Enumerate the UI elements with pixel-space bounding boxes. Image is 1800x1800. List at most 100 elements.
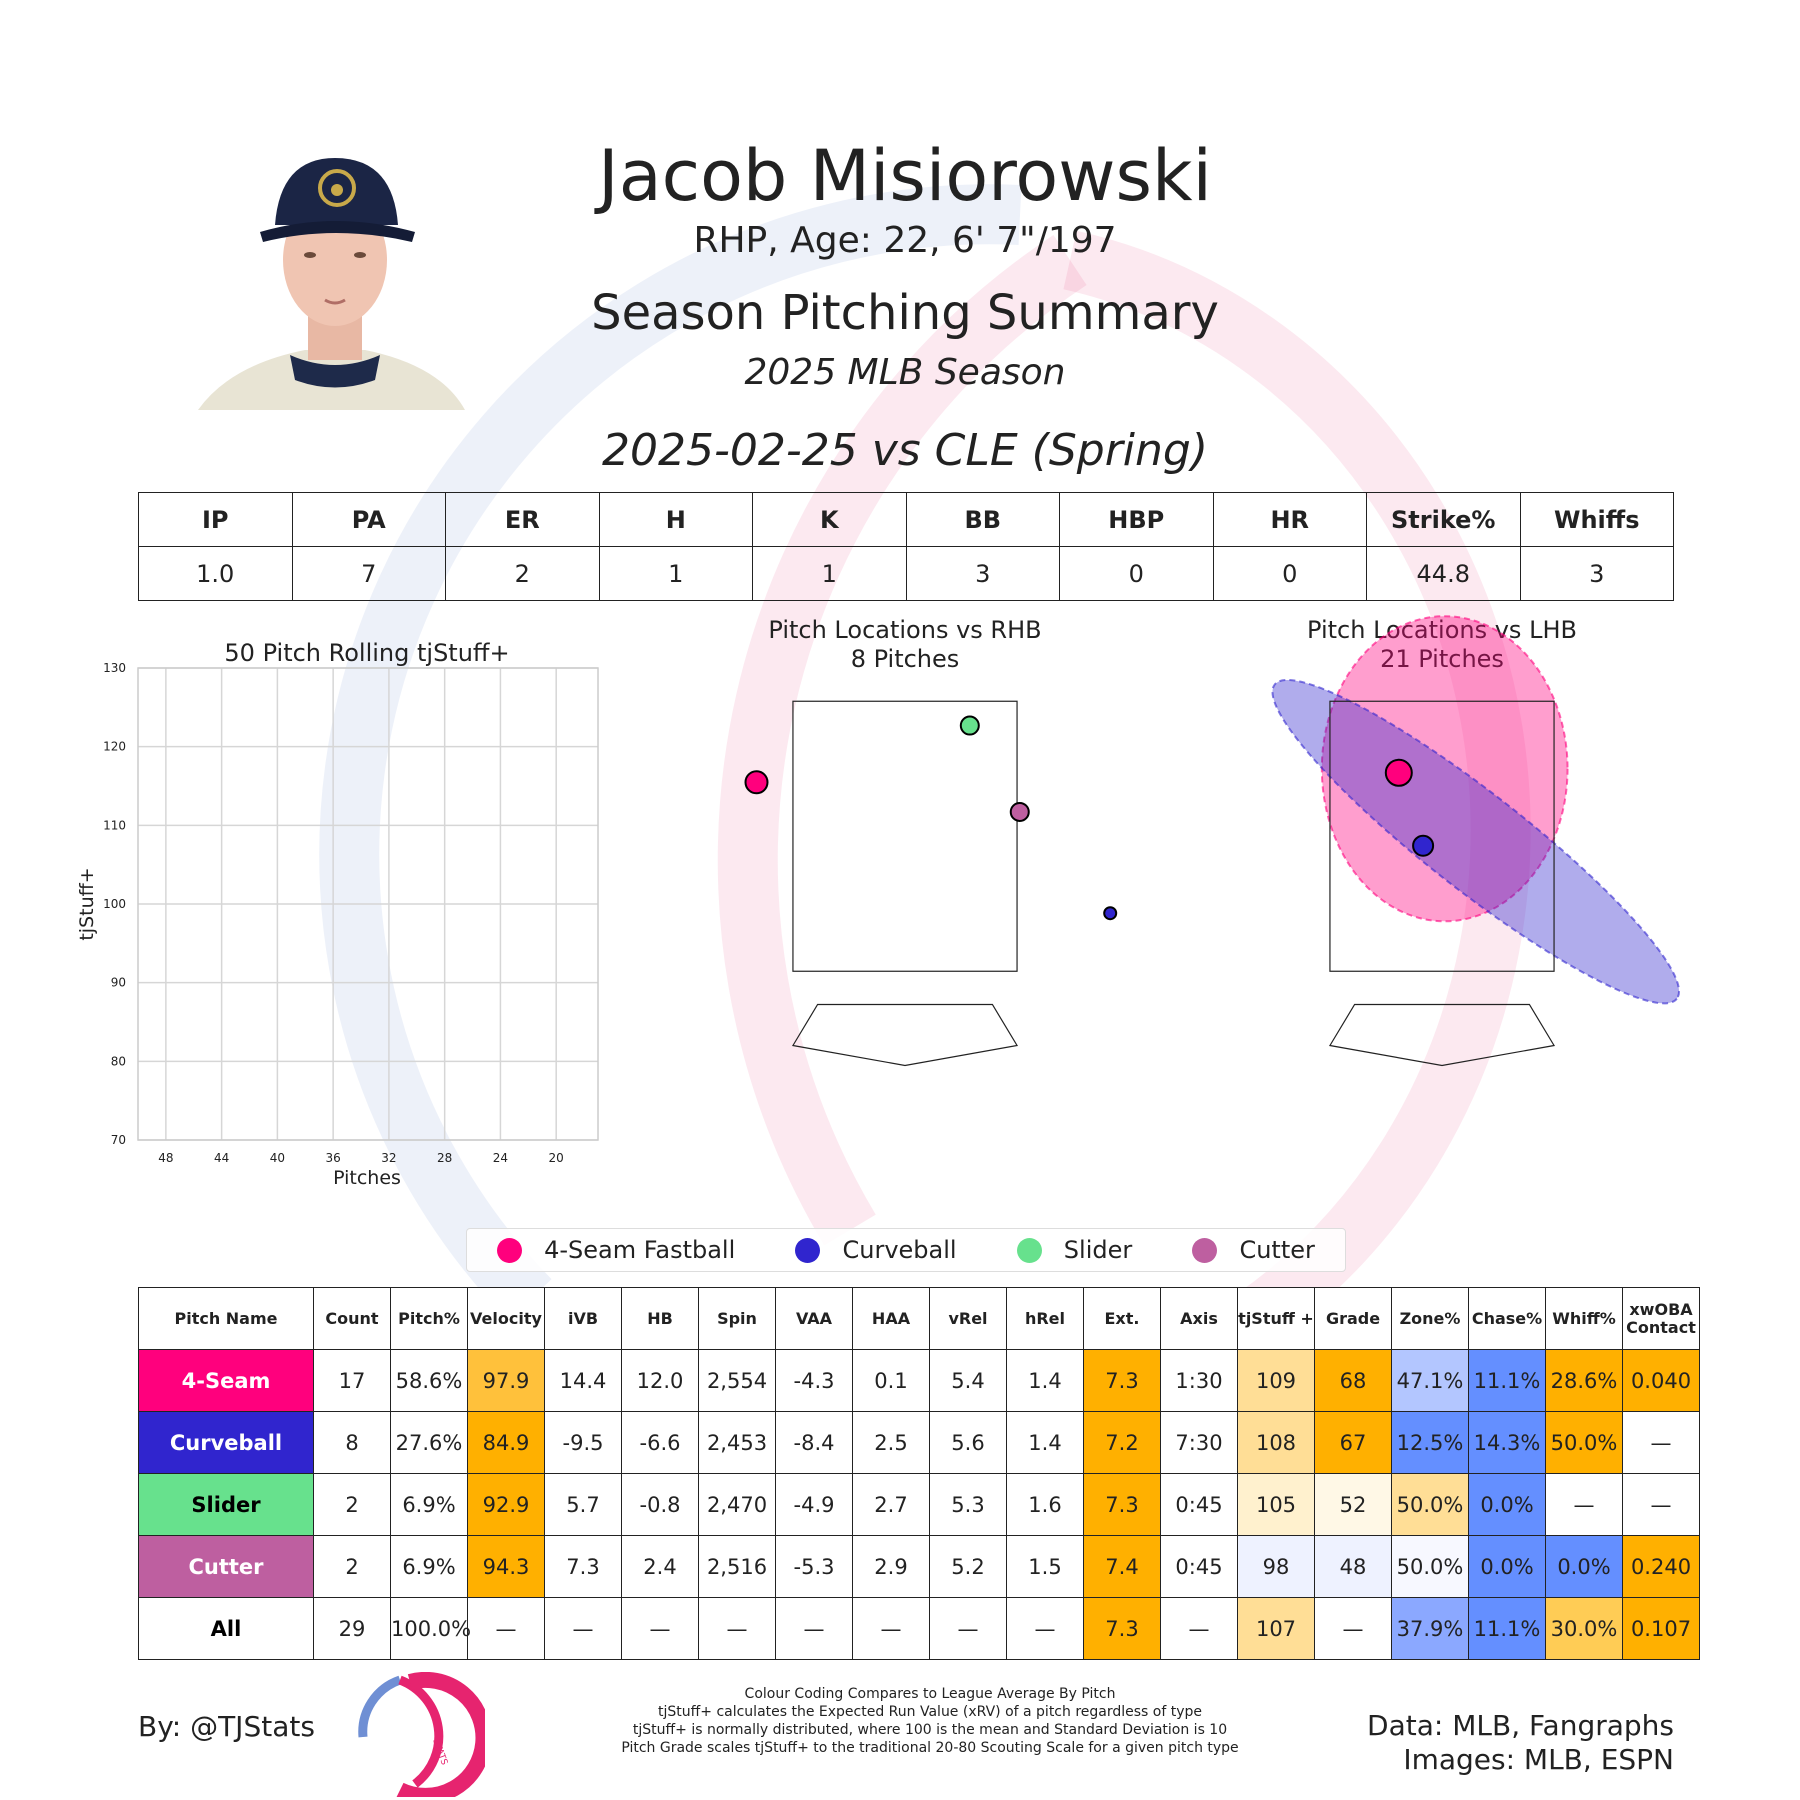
pitch-metric-cell: 7.3 bbox=[544, 1535, 622, 1598]
rolling-chart-y-tick: 120 bbox=[103, 740, 126, 754]
pitch-table-header-cell: hRel bbox=[1006, 1287, 1084, 1350]
pitch-metric-cell: 50.0% bbox=[1545, 1411, 1623, 1474]
cap-logo-icon bbox=[318, 169, 356, 207]
player-name: Jacob Misiorowski bbox=[598, 135, 1212, 217]
legend-label: Cutter bbox=[1239, 1236, 1315, 1264]
pitch-metric-cell: 7.2 bbox=[1083, 1411, 1161, 1474]
rolling-chart-y-ticks: 130 120 110 100 90 80 70 bbox=[103, 661, 126, 1147]
pitch-metric-cell: 0.040 bbox=[1622, 1349, 1700, 1412]
box-score-value-cell: 44.8 bbox=[1366, 546, 1521, 601]
pitch-metric-cell: 92.9 bbox=[467, 1473, 545, 1536]
legend-item: 4-Seam Fastball bbox=[497, 1236, 735, 1264]
pitch-table-header-line: xwOBA bbox=[1629, 1299, 1693, 1319]
pitch-metric-cell: 98 bbox=[1237, 1535, 1315, 1598]
rolling-chart-x-tick: 20 bbox=[549, 1151, 564, 1165]
pitch-name-cell: 4-Seam bbox=[138, 1349, 314, 1412]
pitch-location-point bbox=[1384, 758, 1413, 787]
pitch-table-header-cell: xwOBA Contact bbox=[1622, 1287, 1700, 1350]
player-bio: RHP, Age: 22, 6' 7"/197 bbox=[693, 220, 1117, 261]
pitch-density-ellipse bbox=[1271, 678, 1681, 1005]
rolling-chart-x-ticks: 48 44 40 36 32 28 24 20 bbox=[158, 1151, 564, 1165]
pitch-metric-cell: 2,516 bbox=[698, 1535, 776, 1598]
pitch-table-row: 4-Seam 17 58.6% 97.9 14.4 12.0 2,554 -4.3 0.1 5.4… bbox=[138, 1349, 1700, 1412]
pitch-table-header-cell: Velocity bbox=[467, 1287, 545, 1350]
strike-zone bbox=[792, 700, 1018, 972]
pitch-metric-cell: 14.3% bbox=[1468, 1411, 1546, 1474]
player-headshot bbox=[198, 158, 465, 410]
pitch-metric-cell: 105 bbox=[1237, 1473, 1315, 1536]
pitch-metric-cell: 2 bbox=[313, 1535, 391, 1598]
pitch-metric-cell: — bbox=[1006, 1597, 1084, 1660]
pitch-table-header-cell: vRel bbox=[929, 1287, 1007, 1350]
pitch-table-row: All 29 100.0% — — — — — — — —7.3—107—37.9% 11.1% 30.… bbox=[138, 1597, 1700, 1660]
credit-images: Images: MLB, ESPN bbox=[1403, 1743, 1674, 1776]
pitch-metric-cell: 37.9% bbox=[1391, 1597, 1469, 1660]
box-score-header-cell: H bbox=[598, 492, 753, 547]
rolling-tjstuff-chart: 50 Pitch Rolling tjStuff+ 48 44 40 36 32 28 24… bbox=[76, 639, 599, 1189]
pitch-table-header-cell: HB bbox=[621, 1287, 699, 1350]
pitch-metric-cell: 5.7 bbox=[544, 1473, 622, 1536]
rolling-chart-x-tick: 24 bbox=[493, 1151, 508, 1165]
rolling-chart-frame bbox=[137, 667, 599, 1141]
pitch-metric-cell: — bbox=[467, 1597, 545, 1660]
legend-marker-icon bbox=[1016, 1237, 1042, 1263]
pitch-location-point bbox=[744, 770, 769, 795]
footnotes: Colour Coding Compares to League Average… bbox=[580, 1685, 1280, 1757]
box-score-header-cell: HR bbox=[1212, 492, 1367, 547]
pitch-metric-cell: 2.7 bbox=[852, 1473, 930, 1536]
pitch-metric-cell: 14.4 bbox=[544, 1349, 622, 1412]
pitch-metric-cell: 12.0 bbox=[621, 1349, 699, 1412]
credits: Data: MLB, Fangraphs Images: MLB, ESPN bbox=[1367, 1709, 1674, 1777]
home-plate bbox=[1328, 1003, 1556, 1067]
pitch-metric-cell: 109 bbox=[1237, 1349, 1315, 1412]
pitch-table-header-cell: HAA bbox=[852, 1287, 930, 1350]
pitch-metric-cell: 2.9 bbox=[852, 1535, 930, 1598]
pitch-metric-cell: 7.3 bbox=[1083, 1349, 1161, 1412]
box-score-header-cell: K bbox=[752, 492, 907, 547]
pitch-name-cell: All bbox=[138, 1597, 314, 1660]
footnote-line: tjStuff+ calculates the Expected Run Val… bbox=[657, 1704, 1203, 1720]
pitch-metric-cell: — bbox=[1622, 1411, 1700, 1474]
pitch-metric-cell: 11.1% bbox=[1468, 1349, 1546, 1412]
pitch-metric-cell: 1.4 bbox=[1006, 1411, 1084, 1474]
pitch-metric-cell: 6.9% bbox=[390, 1473, 468, 1536]
pitch-table-header-cell: Spin bbox=[698, 1287, 776, 1350]
pitch-metric-cell: — bbox=[1160, 1597, 1238, 1660]
box-score-header-cell: HBP bbox=[1059, 492, 1214, 547]
pitch-table-header-cell: Whiff% bbox=[1545, 1287, 1623, 1350]
pitch-metric-cell: 0.240 bbox=[1622, 1535, 1700, 1598]
pitch-metric-cell: -0.8 bbox=[621, 1473, 699, 1536]
pitch-metric-cell: 0:45 bbox=[1160, 1535, 1238, 1598]
lhb-chart-title: Pitch Locations vs LHB bbox=[1307, 616, 1577, 644]
legend-item: Curveball bbox=[795, 1236, 957, 1264]
pitch-table-header-cell: Pitch Name bbox=[138, 1287, 314, 1350]
rolling-chart-x-tick: 44 bbox=[214, 1151, 229, 1165]
rolling-chart-x-tick: 32 bbox=[381, 1151, 396, 1165]
box-score-value-cell: 7 bbox=[291, 546, 446, 601]
pitch-metric-cell: 84.9 bbox=[467, 1411, 545, 1474]
pitch-table-header-cell: Zone% bbox=[1391, 1287, 1469, 1350]
pitch-name-cell: Cutter bbox=[138, 1535, 314, 1598]
pitch-metric-cell: 67 bbox=[1314, 1411, 1392, 1474]
pitch-metric-cell: 0.0% bbox=[1468, 1535, 1546, 1598]
rolling-chart-y-tick: 130 bbox=[103, 661, 126, 675]
pitch-metric-cell: 5.2 bbox=[929, 1535, 1007, 1598]
legend-item: Slider bbox=[1016, 1236, 1132, 1264]
legend-label: 4-Seam Fastball bbox=[544, 1236, 736, 1264]
pitch-metric-cell: — bbox=[1314, 1597, 1392, 1660]
pitch-metric-cell: 6.9% bbox=[390, 1535, 468, 1598]
pitch-metric-cell: 68 bbox=[1314, 1349, 1392, 1412]
rolling-chart-x-tick: 28 bbox=[437, 1151, 452, 1165]
pitch-metric-cell: 5.4 bbox=[929, 1349, 1007, 1412]
rolling-chart-x-tick: 40 bbox=[270, 1151, 285, 1165]
rhb-chart-subtitle: 8 Pitches bbox=[851, 645, 960, 673]
pitch-metric-cell: 108 bbox=[1237, 1411, 1315, 1474]
footnote-line: Colour Coding Compares to League Average… bbox=[744, 1686, 1116, 1702]
pitch-metric-cell: 94.3 bbox=[467, 1535, 545, 1598]
pitch-table-header-cell: Grade bbox=[1314, 1287, 1392, 1350]
rolling-chart-title: 50 Pitch Rolling tjStuff+ bbox=[224, 639, 509, 667]
pitch-table-header-cell: Chase% bbox=[1468, 1287, 1546, 1350]
pitch-metrics-table: Pitch Name Count Pitch% Velocity iVB HB Spin VA… bbox=[138, 1287, 1700, 1660]
legend-marker-icon bbox=[1192, 1237, 1218, 1263]
pitch-table-header-cell: iVB bbox=[544, 1287, 622, 1350]
